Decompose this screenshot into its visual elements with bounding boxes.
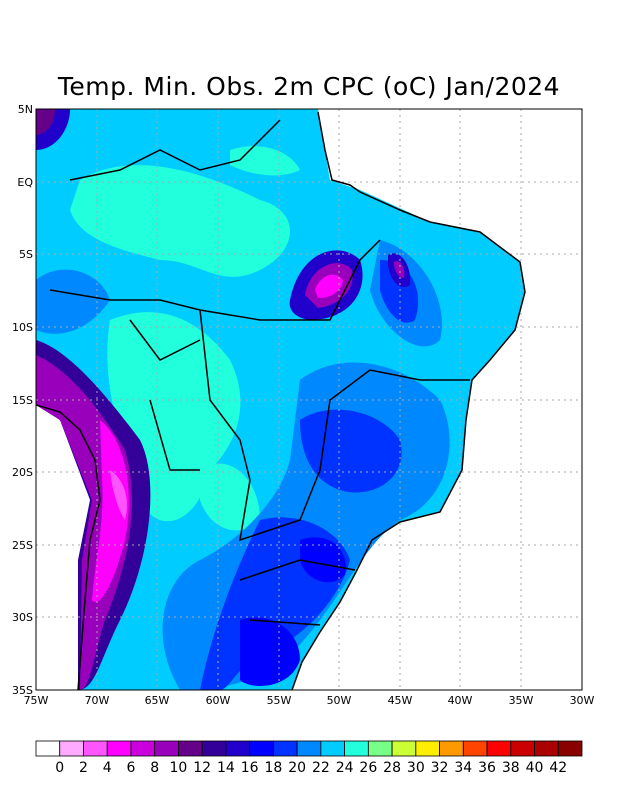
colorbar-label: 2 (79, 760, 88, 776)
colorbar-label: 40 (526, 760, 544, 776)
lat-label: 35S (12, 684, 33, 697)
lat-label: EQ (17, 176, 33, 189)
field-26 (70, 165, 290, 277)
colorbar-swatch (178, 740, 203, 757)
lon-label: 60W (206, 694, 231, 707)
field-18 (240, 617, 300, 686)
lon-label: 65W (145, 694, 170, 707)
colorbar-swatch (272, 740, 298, 757)
colorbar-swatch (35, 740, 61, 757)
colorbar-label: 0 (55, 760, 64, 776)
colorbar-swatch (106, 740, 132, 757)
colorbar-label: 30 (407, 760, 425, 776)
colorbar-label: 36 (478, 760, 496, 776)
lon-label: 75W (24, 694, 49, 707)
lon-label: 35W (509, 694, 534, 707)
colorbar-swatch (154, 740, 179, 757)
colorbar-label: 26 (359, 760, 377, 776)
field-4 (110, 470, 127, 520)
colorbar-swatch (225, 740, 251, 757)
lat-label: 5N (18, 103, 33, 116)
lon-label: 70W (85, 694, 110, 707)
colorbar-label: 42 (549, 760, 567, 776)
colorbar-swatch (439, 740, 464, 757)
lon-label: 40W (448, 694, 473, 707)
colorbar-label: 10 (170, 760, 188, 776)
colorbar-swatch (344, 740, 369, 757)
colorbar-swatch (486, 740, 512, 757)
lat-label: 15S (12, 394, 33, 407)
colorbar: 0 2 4 6 8 10 12 14 16 18 20 22 24 26 28 30 32 34 36 38 40 42 (35, 740, 583, 776)
colorbar-swatch (83, 740, 108, 757)
colorbar-swatch (391, 740, 417, 757)
lon-label: 30W (570, 694, 595, 707)
colorbar-swatch (59, 740, 84, 757)
colorbar-label: 16 (241, 760, 259, 776)
colorbar-swatch (201, 740, 227, 757)
colorbar-label: 8 (150, 760, 159, 776)
lon-label: 50W (327, 694, 352, 707)
colorbar-label: 38 (502, 760, 520, 776)
colorbar-label: 24 (336, 760, 354, 776)
lat-label: 10S (12, 321, 33, 334)
map-frame (35, 108, 583, 691)
graticule (36, 109, 582, 690)
colorbar-label: 32 (431, 760, 449, 776)
colorbar-label: 18 (264, 760, 282, 776)
colorbar-swatch (367, 740, 393, 757)
lat-label: 25S (12, 539, 33, 552)
colorbar-label: 14 (217, 760, 235, 776)
colorbar-swatch (557, 740, 583, 757)
coastline (36, 111, 526, 690)
map-title: Temp. Min. Obs. 2m CPC (oC) Jan/2024 (57, 72, 561, 101)
colorbar-label: 28 (383, 760, 401, 776)
colorbar-label: 34 (454, 760, 472, 776)
lat-label: 30S (12, 611, 33, 624)
colorbar-label: 6 (126, 760, 135, 776)
field-6 (315, 274, 343, 298)
colorbar-swatch (415, 740, 440, 757)
colorbar-label: 20 (288, 760, 306, 776)
colorbar-swatch (130, 740, 156, 757)
colorbar-swatch (249, 740, 274, 757)
lat-label: 5S (19, 248, 33, 261)
field-18 (300, 537, 346, 583)
lon-label: 55W (267, 694, 292, 707)
colorbar-label: 12 (193, 760, 211, 776)
colorbar-swatch (534, 740, 559, 757)
colorbar-swatch (320, 740, 346, 757)
field-10 (394, 261, 405, 278)
colorbar-label: 22 (312, 760, 330, 776)
lon-label: 45W (388, 694, 413, 707)
colorbar-swatch (296, 740, 322, 757)
lat-label: 20S (12, 466, 33, 479)
field-22 (36, 269, 110, 334)
field-10 (36, 109, 55, 135)
field-6 (92, 420, 129, 602)
colorbar-swatch (462, 740, 488, 757)
colorbar-swatch (510, 740, 535, 757)
colorbar-label: 4 (103, 760, 112, 776)
